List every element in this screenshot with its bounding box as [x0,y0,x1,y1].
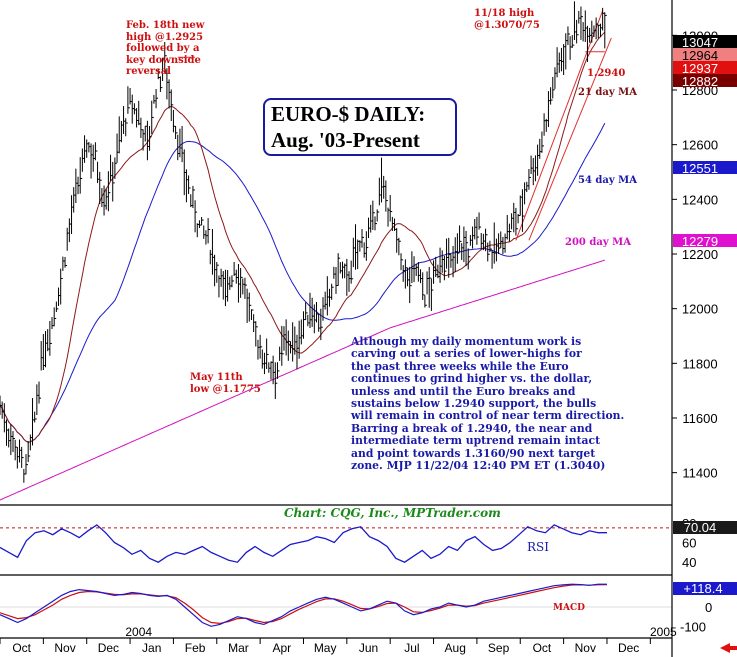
chart-credit: Chart: CQG, Inc., MPTrader.com [284,506,501,520]
trend-upper [515,10,604,241]
price-value-badge [673,35,737,48]
price-tick-label: 12200 [682,247,718,262]
price-tick-label: 12600 [682,138,718,153]
ma200-label: 200 day MA [565,237,631,248]
feb-high-annotation: Feb. 18th new high @1.2925 followed by a… [126,20,205,77]
chart-title-line1: EURO-$ DAILY: [271,102,426,126]
month-label: Mar [228,641,249,655]
price-tick-label: 12400 [682,192,718,207]
month-label: Aug [445,641,466,655]
month-label: Jan [142,641,161,655]
price-value-badge [673,48,737,61]
month-label: Nov [54,641,75,655]
price-value-badge [673,74,737,87]
ma21-line [0,31,606,443]
month-label: Nov [575,641,596,655]
price-value-label: 12882 [682,74,718,89]
macd-label: MACD [553,603,585,613]
month-label: May [314,641,337,655]
price-value-badge [673,161,737,174]
year-label: 2005 [650,625,677,639]
price-value-badge [673,234,737,247]
macd-line [0,583,607,627]
scroll-arrow-icon [720,643,730,653]
price-tick-label: 12000 [682,302,718,317]
rsi-value-label: 70.04 [684,520,717,535]
trend-lower [528,37,612,241]
month-label: Apr [272,641,291,655]
macd-tick-label: -100 [680,619,706,634]
month-label: Jun [359,641,378,655]
price-value-label: 12937 [682,61,718,76]
price-tick-label: 11400 [682,466,717,481]
rsi-value-badge [673,521,737,534]
ma200-line [0,259,605,501]
rsi-line [0,524,607,563]
may-low-annotation: May 11th low @1.1775 [190,372,261,395]
price-value-label: 12551 [682,161,718,176]
rsi-tick-label: 40 [682,555,696,570]
month-label: Dec [618,641,639,655]
month-label: Feb [185,641,206,655]
price-tick-label: 11600 [682,411,717,426]
macd-tick-label: 0 [705,600,712,615]
ma21-label: 21 day MA [578,87,637,98]
price-tick-label: 11800 [682,356,717,371]
macd-value-badge [673,582,737,595]
rsi-tick-label: 60 [682,536,696,551]
price-value-label: 12279 [682,234,718,249]
scroll-arrow-tail [730,646,737,650]
month-label: Oct [12,641,31,655]
nov-high-annotation: 11/18 high @1.3070/75 [474,8,540,31]
ma54-line [0,122,606,443]
chart-title-box: EURO-$ DAILY: Aug. '03-Present [263,98,457,156]
commentary-text: Although my daily momentum work is carvi… [351,335,625,473]
month-label: Jul [404,641,419,655]
month-label: Oct [533,641,552,655]
chart-title-line2: Aug. '03-Present [271,128,420,152]
price-value-badge [673,61,737,74]
month-label: Dec [98,641,119,655]
price-value-label: 13047 [682,35,718,50]
macd-value-label: +118.4 [683,581,722,596]
month-label: Sep [488,641,510,655]
rsi-label: RSI [527,540,549,554]
ma54-label: 54 day MA [578,175,637,186]
price-value-label: 12964 [682,48,718,63]
year-label: 2004 [125,625,152,639]
support-annotation: 1.2940 [587,68,626,79]
